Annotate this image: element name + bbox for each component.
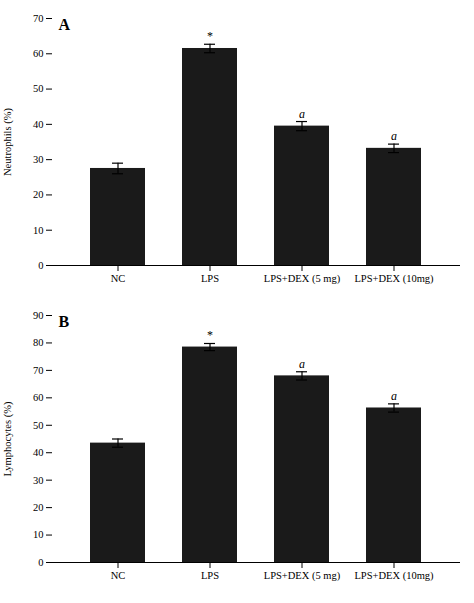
svg-text:LPS+DEX (10mg): LPS+DEX (10mg)	[354, 570, 434, 582]
svg-text:LPS: LPS	[201, 570, 219, 581]
svg-text:LPS+DEX (5 mg): LPS+DEX (5 mg)	[264, 570, 341, 582]
svg-text:NC: NC	[111, 273, 126, 284]
svg-text:40: 40	[33, 119, 44, 130]
svg-text:40: 40	[33, 447, 44, 458]
svg-text:Lymphocytes (%): Lymphocytes (%)	[2, 401, 14, 476]
svg-text:20: 20	[33, 502, 44, 513]
svg-text:B: B	[59, 313, 70, 330]
svg-text:0: 0	[38, 260, 43, 271]
svg-text:A: A	[59, 16, 71, 33]
svg-text:*: *	[207, 328, 213, 342]
svg-text:70: 70	[33, 13, 44, 24]
svg-text:10: 10	[33, 529, 44, 540]
svg-text:NC: NC	[111, 570, 126, 581]
svg-text:60: 60	[33, 48, 44, 59]
svg-text:30: 30	[33, 475, 44, 486]
svg-text:LPS+DEX (10mg): LPS+DEX (10mg)	[354, 273, 434, 285]
svg-text:LPS+DEX (5 mg): LPS+DEX (5 mg)	[264, 273, 341, 285]
svg-text:30: 30	[33, 154, 44, 165]
svg-text:50: 50	[33, 83, 44, 94]
svg-text:Neutrophils (%): Neutrophils (%)	[2, 108, 14, 176]
svg-text:a: a	[299, 107, 305, 121]
svg-text:0: 0	[38, 557, 43, 568]
svg-text:90: 90	[33, 310, 44, 321]
svg-text:80: 80	[33, 337, 44, 348]
svg-text:70: 70	[33, 365, 44, 376]
svg-text:50: 50	[33, 420, 44, 431]
svg-text:LPS: LPS	[201, 273, 219, 284]
svg-text:a: a	[391, 129, 397, 143]
svg-text:a: a	[299, 357, 305, 371]
svg-text:a: a	[391, 389, 397, 403]
svg-text:*: *	[207, 29, 213, 43]
svg-text:10: 10	[33, 225, 44, 236]
svg-text:60: 60	[33, 392, 44, 403]
svg-text:20: 20	[33, 189, 44, 200]
